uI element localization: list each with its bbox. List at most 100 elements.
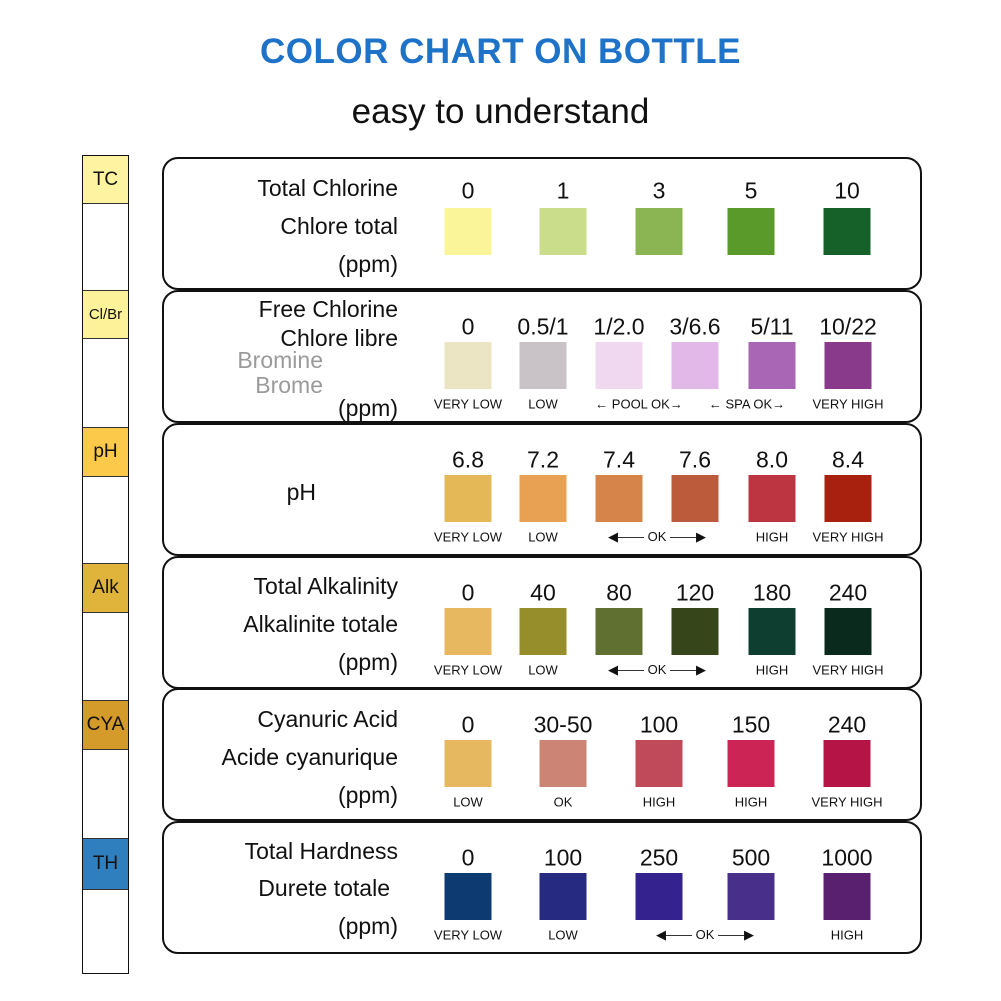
row-label: Alkalinite totale [243, 611, 398, 637]
level-caption: VERY HIGH [811, 794, 883, 810]
chart-row-th: Total Hardness Durete totale (ppm) 0 100 250 5… [162, 821, 922, 954]
level-caption: ◀—— OK ——▶ [607, 529, 707, 544]
level-caption: VERY HIGH [812, 529, 884, 545]
level-caption: OK [553, 794, 573, 810]
color-swatch [824, 342, 872, 389]
level-caption: LOW [528, 396, 558, 412]
reading-value: 0 [461, 579, 475, 606]
color-swatch [671, 342, 719, 389]
strip-pad-tc: TC [83, 156, 128, 204]
reading-value: 0 [461, 844, 475, 871]
reading-value: 40 [530, 579, 556, 606]
level-caption: LOW [528, 529, 558, 545]
color-swatch [635, 873, 683, 920]
reading-value: 8.4 [832, 446, 864, 473]
color-swatch [671, 475, 719, 522]
row-label: (ppm) [337, 251, 398, 277]
level-caption: VERY LOW [433, 927, 503, 943]
level-caption: VERY LOW [433, 396, 503, 412]
reading-value: 80 [606, 579, 632, 606]
chart-row-clbr: Free Chlorine Chlore libre Bromine Brome (pp… [162, 290, 922, 423]
reading-value: 1 [556, 177, 570, 204]
level-caption: LOW [528, 662, 558, 678]
row-label: Total Hardness [244, 838, 398, 864]
reading-value: 0.5/1 [517, 313, 569, 340]
level-caption: HIGH [755, 662, 789, 678]
row-label: pH [286, 479, 316, 505]
reading-value: 150 [731, 711, 771, 738]
level-caption: VERY LOW [433, 662, 503, 678]
color-swatch [748, 608, 796, 655]
level-caption: VERY HIGH [812, 662, 884, 678]
reading-value: 180 [752, 579, 792, 606]
color-swatch [519, 342, 567, 389]
level-caption: ← POOL OK→ [595, 396, 683, 412]
color-swatch [727, 873, 775, 920]
reading-value: 1/2.0 [593, 313, 645, 340]
color-swatch [595, 608, 643, 655]
color-swatch [539, 208, 587, 255]
color-swatch [823, 208, 871, 255]
color-swatch [444, 208, 492, 255]
chart-row-alk: Total Alkalinity Alkalinite totale (ppm) 0 4… [162, 556, 922, 689]
strip-pad-ph: pH [83, 427, 128, 477]
reading-value: 240 [828, 579, 868, 606]
level-caption: LOW [453, 794, 483, 810]
reading-value: 250 [639, 844, 679, 871]
row-label: Acide cyanurique [221, 744, 398, 770]
color-swatch [444, 873, 492, 920]
reading-value: 10/22 [819, 313, 877, 340]
reading-value: 3 [652, 177, 666, 204]
color-swatch [748, 342, 796, 389]
row-label: (ppm) [337, 395, 398, 421]
color-swatch [519, 475, 567, 522]
level-caption: HIGH [642, 794, 676, 810]
color-swatch [539, 873, 587, 920]
level-caption: HIGH [830, 927, 864, 943]
reading-value: 10 [834, 177, 860, 204]
row-label: Total Alkalinity [253, 573, 398, 599]
page-title: COLOR CHART ON BOTTLE [259, 32, 742, 71]
reading-value: 0 [461, 313, 475, 340]
row-label: (ppm) [337, 649, 398, 675]
row-label: Total Chlorine [257, 175, 398, 201]
level-caption: ◀—— OK ——▶ [607, 662, 707, 677]
color-swatch [444, 608, 492, 655]
color-swatch [444, 475, 492, 522]
level-caption: LOW [548, 927, 578, 943]
row-label: Brome [255, 372, 323, 398]
reading-value: 0 [461, 177, 475, 204]
level-caption: HIGH [734, 794, 768, 810]
reading-value: 8.0 [756, 446, 788, 473]
row-label: (ppm) [337, 782, 398, 808]
test-strip: TC Cl/Br pH Alk CYA TH [82, 155, 129, 974]
strip-pad-alk: Alk [83, 563, 128, 613]
row-label: Free Chlorine [258, 296, 398, 322]
level-caption: ◀—— OK ——▶ [655, 927, 755, 942]
row-label: Chlore total [280, 213, 398, 239]
color-swatch [748, 475, 796, 522]
color-swatch [727, 740, 775, 787]
chart-row-tc: Total Chlorine Chlore total (ppm) 0 1 3 5 10 [162, 157, 922, 290]
color-swatch [595, 475, 643, 522]
reading-value: 6.8 [452, 446, 484, 473]
page-subtitle: easy to understand [351, 92, 650, 131]
color-swatch [444, 740, 492, 787]
color-swatch [671, 608, 719, 655]
reading-value: 7.2 [527, 446, 559, 473]
reading-value: 500 [731, 844, 771, 871]
reading-value: 240 [827, 711, 867, 738]
reading-value: 5 [744, 177, 758, 204]
chart-row-ph: pH 6.8 7.2 7.4 7.6 8.0 8.4 VERY LOW LOW ◀—— OK ——… [162, 423, 922, 556]
color-swatch [727, 208, 775, 255]
level-caption: HIGH [755, 529, 789, 545]
reading-value: 100 [639, 711, 679, 738]
level-caption: VERY LOW [433, 529, 503, 545]
color-swatch [595, 342, 643, 389]
reading-value: 100 [543, 844, 583, 871]
color-swatch [519, 608, 567, 655]
reading-value: 30-50 [533, 711, 593, 738]
chart-row-cya: Cyanuric Acid Acide cyanurique (ppm) 0 30-50… [162, 688, 922, 821]
level-caption: ← SPA OK→ [708, 396, 786, 412]
color-swatch [635, 740, 683, 787]
